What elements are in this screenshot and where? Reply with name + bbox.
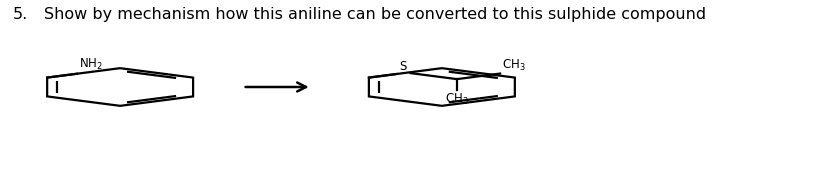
Text: CH$_3$: CH$_3$ — [445, 92, 469, 107]
Text: 5.: 5. — [13, 7, 28, 22]
Text: Show by mechanism how this aniline can be converted to this sulphide compound: Show by mechanism how this aniline can b… — [44, 7, 705, 22]
Text: S: S — [399, 60, 406, 73]
Text: NH$_2$: NH$_2$ — [79, 57, 103, 72]
Text: CH$_3$: CH$_3$ — [502, 58, 526, 73]
